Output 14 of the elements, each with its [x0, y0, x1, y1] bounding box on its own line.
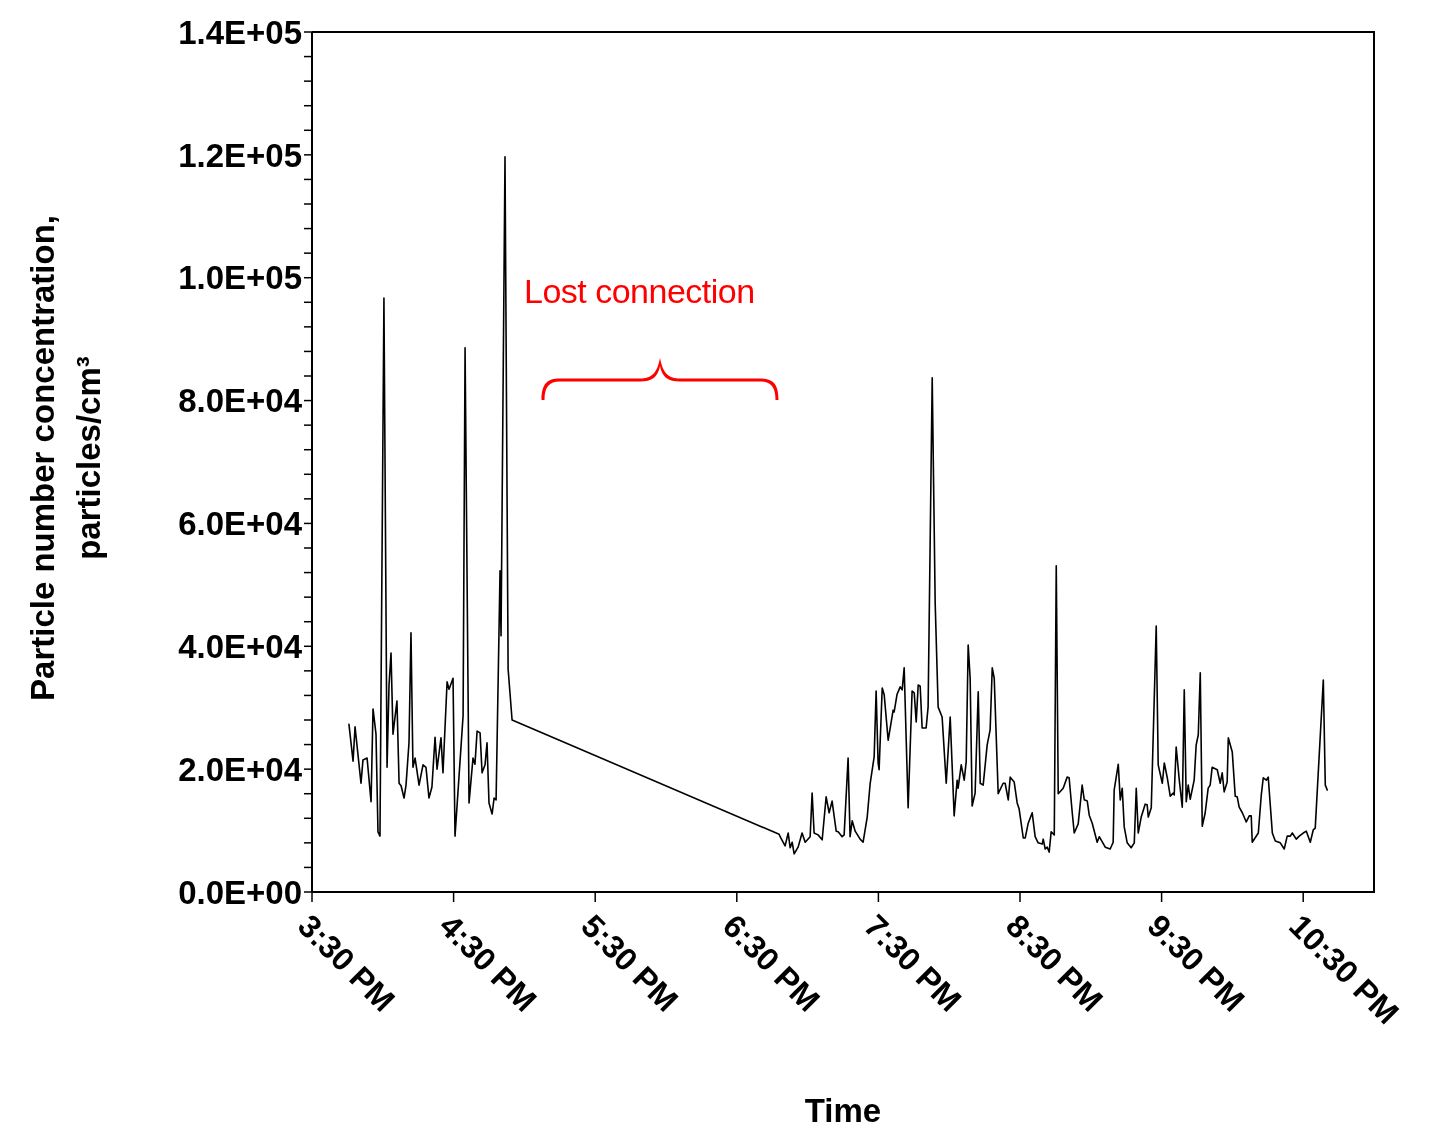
annotation: Lost connection — [524, 272, 755, 311]
y-tick-label: 1.0E+05 — [178, 259, 302, 297]
y-tick-label: 6.0E+04 — [178, 505, 303, 543]
y-tick-label: 0.0E+00 — [178, 873, 302, 911]
x-tick-label: 4:30 PM — [432, 907, 544, 1019]
y-tick-label: 2.0E+04 — [178, 750, 303, 788]
x-axis-title: Time — [804, 1092, 882, 1126]
y-tick-label: 1.2E+05 — [178, 136, 302, 174]
y-tick-label: 8.0E+04 — [178, 382, 303, 420]
x-tick-label: 6:30 PM — [715, 907, 827, 1019]
line-series — [348, 155, 1329, 855]
y-tick-label: 1.4E+05 — [178, 13, 302, 51]
y-axis-title: Particle number concentration, particles/cm³ — [24, 215, 107, 701]
y-tick-label: 4.0E+04 — [178, 628, 303, 665]
